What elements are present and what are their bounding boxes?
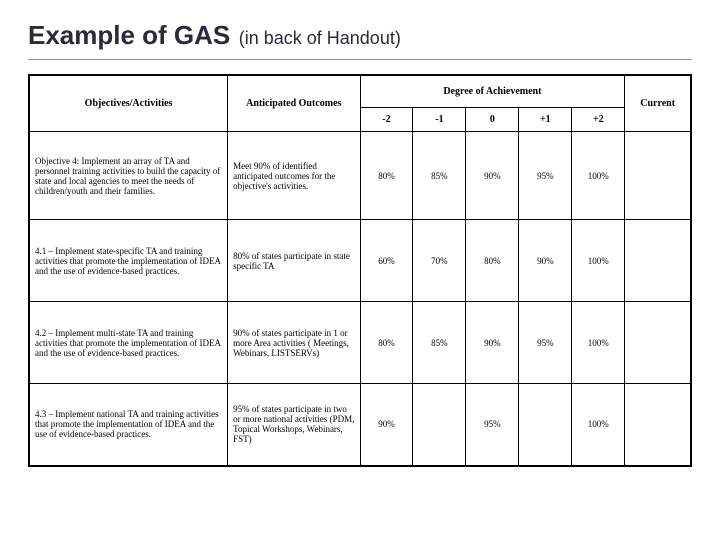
header-scale-1: -1 (413, 108, 466, 132)
cell-outcome: 95% of states participate in two or more… (228, 384, 360, 466)
cell-outcome: 90% of states participate in 1 or more A… (228, 302, 360, 384)
cell-value (413, 384, 466, 466)
cell-objective: Objective 4: Implement an array of TA an… (29, 132, 228, 220)
cell-value: 90% (360, 384, 413, 466)
table-row: 4.1 – Implement state-specific TA and tr… (29, 220, 691, 302)
gas-table: Objectives/Activities Anticipated Outcom… (28, 74, 692, 467)
cell-value: 90% (466, 132, 519, 220)
header-scale-0: -2 (360, 108, 413, 132)
cell-objective: 4.2 – Implement multi-state TA and train… (29, 302, 228, 384)
cell-current (625, 384, 691, 466)
table-row: Objective 4: Implement an array of TA an… (29, 132, 691, 220)
cell-value: 95% (519, 132, 572, 220)
header-scale-4: +2 (572, 108, 625, 132)
cell-value: 100% (572, 220, 625, 302)
cell-value: 100% (572, 384, 625, 466)
table-row: 4.3 – Implement national TA and training… (29, 384, 691, 466)
cell-current (625, 302, 691, 384)
header-scale-2: 0 (466, 108, 519, 132)
header-outcomes: Anticipated Outcomes (228, 75, 360, 132)
cell-value: 85% (413, 132, 466, 220)
cell-value: 70% (413, 220, 466, 302)
title-sub: (in back of Handout) (239, 28, 401, 48)
cell-value: 90% (519, 220, 572, 302)
cell-value: 100% (572, 132, 625, 220)
cell-value: 80% (360, 302, 413, 384)
cell-value: 90% (466, 302, 519, 384)
cell-current (625, 132, 691, 220)
cell-objective: 4.3 – Implement national TA and training… (29, 384, 228, 466)
cell-outcome: 80% of states participate in state speci… (228, 220, 360, 302)
header-scale-3: +1 (519, 108, 572, 132)
table-row: 4.2 – Implement multi-state TA and train… (29, 302, 691, 384)
cell-current (625, 220, 691, 302)
cell-value: 80% (360, 132, 413, 220)
cell-objective: 4.1 – Implement state-specific TA and tr… (29, 220, 228, 302)
header-current: Current (625, 75, 691, 132)
cell-value (519, 384, 572, 466)
cell-value: 100% (572, 302, 625, 384)
cell-value: 80% (466, 220, 519, 302)
header-objectives: Objectives/Activities (29, 75, 228, 132)
title-underline (28, 59, 692, 60)
slide-title: Example of GAS (in back of Handout) (28, 20, 692, 51)
title-main: Example of GAS (28, 20, 230, 50)
cell-outcome: Meet 90% of identified anticipated outco… (228, 132, 360, 220)
header-degree: Degree of Achievement (360, 75, 625, 108)
cell-value: 60% (360, 220, 413, 302)
cell-value: 95% (466, 384, 519, 466)
cell-value: 85% (413, 302, 466, 384)
cell-value: 95% (519, 302, 572, 384)
